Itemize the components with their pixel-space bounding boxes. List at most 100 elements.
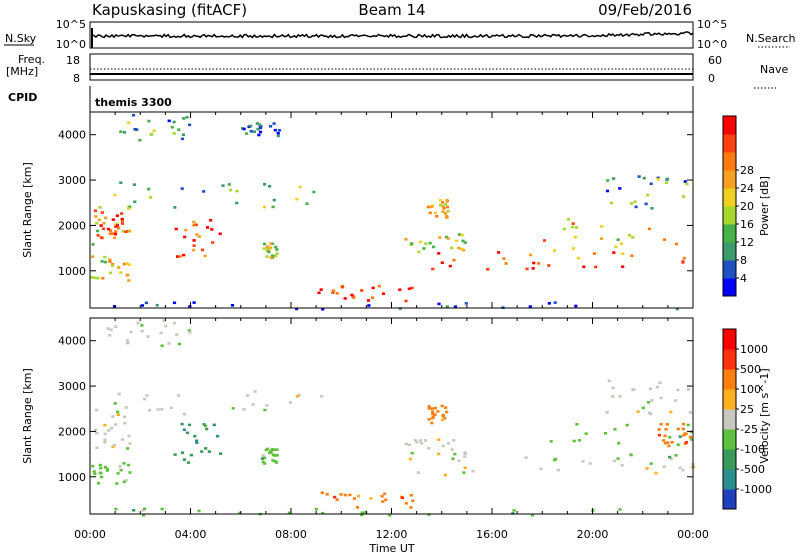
heatmap-cell [263, 462, 267, 465]
heatmap-cell [631, 236, 635, 239]
colorbar-swatch [723, 170, 736, 189]
heatmap-cell [674, 454, 678, 457]
heatmap-cell [664, 428, 668, 431]
heatmap-cell [114, 423, 118, 426]
heatmap-cell [186, 461, 191, 464]
heatmap-cell [441, 414, 445, 418]
heatmap-cell [542, 239, 547, 242]
colorbar-swatch [723, 134, 736, 153]
heatmap-cell [141, 513, 146, 517]
heatmap-cell [195, 233, 199, 236]
heatmap-cell [669, 457, 673, 460]
heatmap-cell [272, 198, 276, 202]
heatmap-cell [212, 423, 216, 427]
heatmap-cell [101, 276, 105, 280]
heatmap-cell [261, 460, 265, 464]
heatmap-cell [192, 248, 196, 252]
power-colorbar: 4 8 12 16 20 24 28 [722, 115, 754, 297]
colorbar-swatch [723, 409, 736, 430]
heatmap-cell [95, 446, 99, 449]
heatmap-cell [104, 216, 108, 220]
heatmap-cell [314, 508, 318, 511]
heatmap-cell [411, 499, 415, 503]
colorbar-tick-label: 28 [740, 164, 754, 177]
heatmap-cell [160, 408, 164, 411]
heatmap-cell [181, 133, 185, 137]
heatmap-cell [103, 466, 107, 469]
heatmap-cell [621, 265, 625, 268]
nsearch-tick-bottom: 10^0 [697, 38, 727, 51]
heatmap-cell [648, 387, 652, 391]
heatmap-cell [446, 205, 450, 209]
cpid-label: CPID [8, 91, 37, 104]
colorbar-tick-label: -100 [740, 443, 765, 456]
nsky-tick-top: 10^5 [56, 18, 86, 31]
heatmap-cell [682, 256, 686, 260]
heatmap-cell [340, 285, 344, 289]
heatmap-cell [317, 291, 321, 295]
heatmap-cell [108, 258, 112, 261]
heatmap-cell [219, 452, 223, 455]
heatmap-cell [410, 242, 414, 245]
heatmap-cell [119, 181, 123, 184]
heatmap-cell [644, 202, 648, 206]
heatmap-cell [360, 511, 364, 515]
colorbar-swatch [723, 369, 736, 390]
heatmap-cell [607, 379, 611, 382]
velocity-colorbar-label: Velocity [m s^-1] [758, 368, 771, 463]
velocity-colorbar: 1000 500 100 25 -25 -100 -500 -1000 [722, 328, 772, 510]
colorbar-swatch [723, 242, 736, 261]
x-tick-label: 16:00 [476, 528, 508, 541]
heatmap-cell [244, 132, 249, 135]
heatmap-cell [634, 205, 638, 209]
heatmap-cell [305, 202, 309, 205]
heatmap-cell [446, 237, 450, 240]
heatmap-cell [113, 193, 117, 197]
heatmap-cell [111, 218, 115, 221]
heatmap-cell [616, 457, 620, 460]
heatmap-cell [106, 227, 111, 231]
date-title: 09/Feb/2016 [598, 1, 692, 19]
heatmap-cell [430, 407, 434, 410]
colorbar-tick-label: 20 [740, 200, 754, 213]
heatmap-cell [448, 264, 452, 268]
heatmap-cell [437, 452, 441, 456]
heatmap-cell [100, 475, 104, 479]
heatmap-cell [681, 261, 685, 264]
heatmap-cell [99, 236, 103, 239]
heatmap-cell [443, 212, 448, 215]
heatmap-cell [209, 219, 213, 222]
heatmap-cell [655, 385, 659, 389]
heatmap-cell [103, 432, 107, 436]
heatmap-cell [119, 271, 123, 274]
heatmap-cell [321, 511, 325, 515]
heatmap-cell [464, 302, 468, 305]
heatmap-cell [431, 267, 435, 271]
heatmap-cell [444, 235, 449, 239]
x-tick-label: 04:00 [175, 528, 207, 541]
heatmap-cell [92, 470, 96, 473]
heatmap-cell [91, 255, 95, 258]
y-tick-label: 1000 [58, 265, 86, 278]
heatmap-cell [185, 115, 189, 119]
heatmap-cell [667, 444, 671, 448]
heatmap-cell [348, 493, 352, 497]
heatmap-cell [141, 509, 145, 512]
heatmap-cell [98, 206, 102, 209]
velocity-panel: 1000 2000 3000 4000 Slant Range [km] [21, 317, 696, 517]
heatmap-cell [253, 390, 257, 393]
heatmap-cell [173, 453, 177, 456]
heatmap-cell [662, 238, 667, 241]
heatmap-cell [246, 394, 250, 397]
heatmap-cell [367, 304, 371, 307]
heatmap-cell [200, 450, 204, 453]
heatmap-cell [114, 225, 118, 229]
heatmap-cell [662, 439, 666, 442]
nave-label: Nave [760, 63, 788, 76]
velocity-y-label: Slant Range [km] [21, 368, 34, 464]
heatmap-cell [192, 220, 196, 224]
heatmap-cell [175, 333, 179, 336]
heatmap-cell [681, 422, 686, 426]
heatmap-cell [628, 234, 632, 237]
